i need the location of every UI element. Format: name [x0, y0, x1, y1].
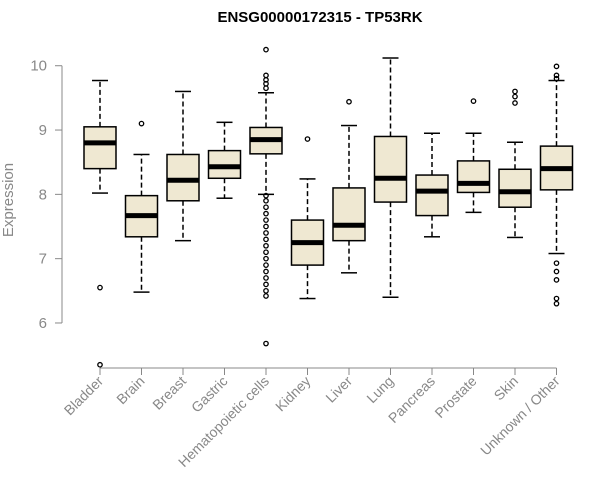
outlier-point	[512, 100, 518, 106]
x-tick-label: Prostate	[431, 373, 479, 421]
box-skin	[498, 88, 532, 239]
outlier-point	[263, 275, 269, 281]
outlier-point	[97, 361, 103, 368]
outlier-point	[263, 268, 269, 275]
iqr-box	[166, 153, 200, 202]
outlier-point	[470, 98, 477, 104]
x-tick-label: Liver	[322, 373, 355, 406]
outlier-point	[263, 287, 269, 294]
outlier-point	[263, 255, 269, 262]
box-liver	[332, 98, 366, 274]
x-tick-label: Unknown / Other	[477, 373, 563, 459]
box-gastric	[207, 121, 242, 199]
box-unknown-other	[539, 63, 574, 307]
outlier-point	[553, 63, 560, 70]
x-tick-label: Brain	[113, 373, 147, 407]
x-tick-label: Breast	[149, 373, 189, 413]
box-hematopoietic-cells	[249, 46, 283, 347]
outlier-point	[553, 72, 560, 79]
box-kidney	[290, 136, 325, 300]
y-tick-label: 6	[39, 315, 47, 332]
boxes-group	[83, 46, 574, 368]
outlier-point	[553, 268, 560, 275]
x-tick-label: Bladder	[61, 373, 107, 419]
outlier-point	[263, 262, 269, 268]
outlier-point	[263, 249, 269, 256]
outlier-point	[263, 72, 269, 79]
iqr-box	[415, 174, 449, 217]
y-tick-label: 10	[30, 58, 47, 75]
box-lung	[373, 57, 408, 299]
outlier-point	[263, 197, 269, 204]
box-prostate	[456, 98, 491, 214]
outlier-point	[263, 281, 269, 288]
box-pancreas	[415, 132, 449, 238]
chart-title: ENSG00000172315 - TP53RK	[217, 9, 422, 26]
outlier-point	[263, 293, 269, 299]
outlier-point	[553, 277, 560, 283]
outlier-point	[553, 295, 560, 302]
y-tick-label: 9	[39, 122, 47, 139]
outlier-point	[263, 85, 269, 92]
iqr-box	[83, 126, 117, 170]
outlier-point	[346, 98, 352, 105]
outlier-point	[263, 230, 269, 236]
outlier-point	[138, 120, 145, 127]
outlier-point	[512, 93, 518, 100]
outlier-point	[304, 136, 311, 142]
outlier-point	[263, 217, 269, 223]
outlier-point	[263, 46, 269, 53]
y-axis-label: Expression	[0, 163, 17, 237]
outlier-point	[263, 340, 269, 347]
x-tick-label: Skin	[491, 373, 522, 404]
y-axis: 6 7 8 9 10	[30, 58, 63, 332]
outlier-point	[263, 192, 269, 199]
iqr-box	[373, 135, 408, 203]
box-bladder	[83, 79, 117, 368]
outlier-point	[553, 260, 560, 267]
iqr-box	[498, 168, 532, 208]
outlier-point	[263, 210, 269, 217]
y-tick-label: 7	[39, 251, 47, 268]
box-brain	[124, 120, 159, 293]
x-tick-label: Kidney	[272, 373, 314, 415]
outlier-point	[263, 204, 269, 211]
iqr-box	[456, 160, 491, 194]
outlier-point	[553, 75, 560, 82]
y-tick-label: 8	[39, 186, 47, 203]
outlier-point	[512, 88, 518, 95]
outlier-point	[263, 223, 269, 230]
outlier-point	[97, 284, 103, 291]
iqr-box	[332, 187, 366, 242]
x-tick-label: Lung	[363, 373, 396, 406]
outlier-point	[263, 242, 269, 249]
outlier-point	[553, 300, 560, 307]
outlier-point	[263, 236, 269, 243]
box-breast	[166, 90, 200, 242]
